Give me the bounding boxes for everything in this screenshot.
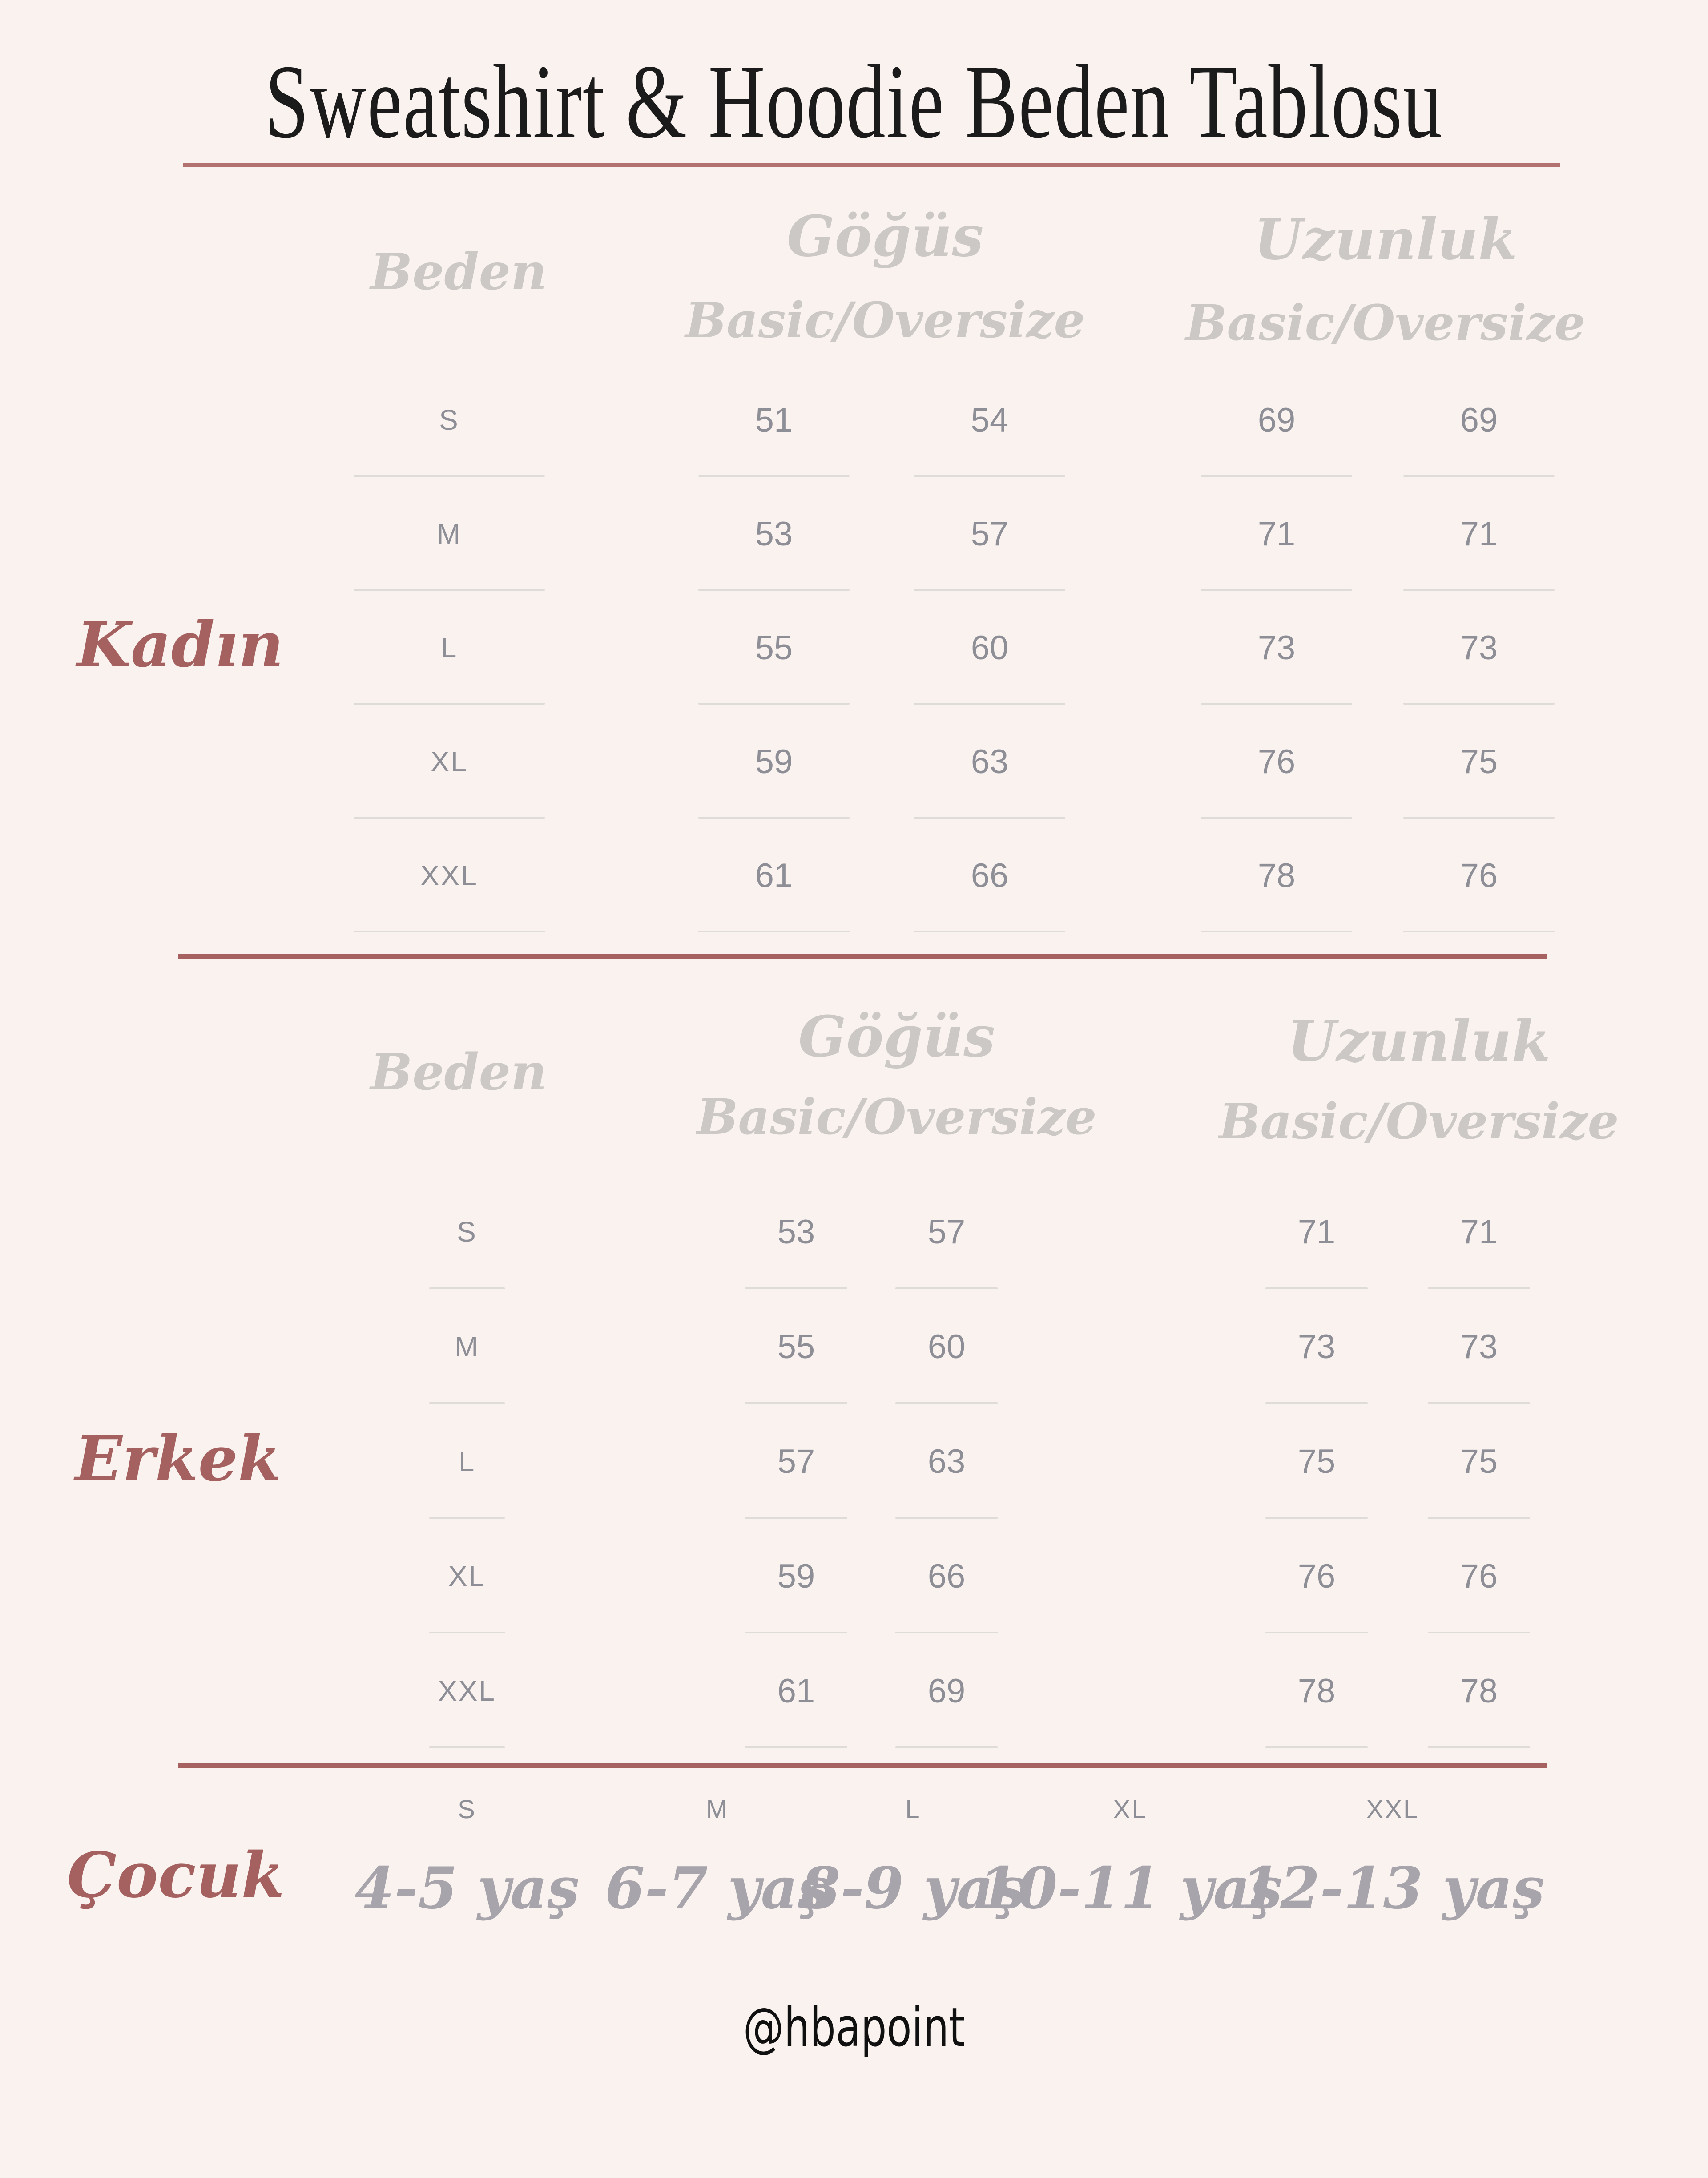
- erkek-header-beden: Beden: [370, 1043, 547, 1101]
- cocuk-size-cell: XL: [1113, 1795, 1148, 1824]
- kadin-gogus-oversize-cell: 54: [874, 363, 1105, 477]
- erkek-gogus-basic-cell: 59: [681, 1519, 912, 1634]
- section-label-kadin: Kadın: [77, 609, 284, 682]
- erkek-uzunluk-oversize-cell: 73: [1363, 1289, 1595, 1404]
- kadin-uzunluk-basic-column: 69 71 73 76 78: [1161, 363, 1392, 932]
- erkek-uzunluk-basic-cell: 78: [1201, 1634, 1432, 1748]
- kadin-uzunluk-basic-cell: 76: [1161, 705, 1392, 819]
- cocuk-age-cell: 8-9 yaş: [801, 1855, 1026, 1922]
- kadin-uzunluk-basic-cell: 69: [1161, 363, 1392, 477]
- erkek-gogus-oversize-column: 57 60 63 66 69: [831, 1174, 1062, 1748]
- erkek-size-cell: XL: [351, 1519, 583, 1634]
- erkek-gogus-basic-column: 53 55 57 59 61: [681, 1174, 912, 1748]
- kadin-header-uzunluk-basic-oversize: Basic/Oversize: [1185, 294, 1586, 351]
- erkek-gogus-oversize-cell: 60: [831, 1289, 1062, 1404]
- cocuk-age-cell: 10-11 yaş: [978, 1855, 1282, 1922]
- kadin-uzunluk-oversize-cell: 76: [1363, 819, 1595, 932]
- kadin-uzunluk-basic-cell: 71: [1161, 477, 1392, 591]
- erkek-uzunluk-basic-cell: 75: [1201, 1404, 1432, 1519]
- erkek-gogus-basic-cell: 55: [681, 1289, 912, 1404]
- section-label-cocuk: Çocuk: [67, 1839, 285, 1912]
- erkek-size-cell: M: [351, 1289, 583, 1404]
- cocuk-age-cell: 6-7 yaş: [605, 1855, 830, 1922]
- kadin-uzunluk-oversize-cell: 75: [1363, 705, 1595, 819]
- erkek-gogus-oversize-cell: 63: [831, 1404, 1062, 1519]
- kadin-size-cell: XXL: [334, 819, 565, 932]
- kadin-erkek-divider: [178, 954, 1547, 959]
- erkek-uzunluk-oversize-cell: 76: [1363, 1519, 1595, 1634]
- kadin-gogus-oversize-column: 54 57 60 63 66: [874, 363, 1105, 932]
- erkek-gogus-basic-cell: 57: [681, 1404, 912, 1519]
- erkek-uzunluk-oversize-cell: 78: [1363, 1634, 1595, 1748]
- cocuk-size-cell: S: [458, 1795, 476, 1824]
- kadin-size-cell: L: [334, 591, 565, 705]
- kadin-gogus-basic-cell: 59: [658, 705, 890, 819]
- erkek-gogus-basic-cell: 61: [681, 1634, 912, 1748]
- kadin-size-cell: M: [334, 477, 565, 591]
- kadin-header-gogus: Göğüs: [786, 203, 984, 269]
- erkek-uzunluk-oversize-cell: 71: [1363, 1174, 1595, 1289]
- kadin-header-beden: Beden: [370, 242, 547, 301]
- kadin-header-gogus-basic-oversize: Basic/Oversize: [685, 291, 1085, 349]
- kadin-uzunluk-oversize-cell: 69: [1363, 363, 1595, 477]
- cocuk-age-cell: 12-13 yaş: [1241, 1855, 1545, 1922]
- erkek-gogus-oversize-cell: 57: [831, 1174, 1062, 1289]
- cocuk-size-cell: XXL: [1366, 1795, 1419, 1824]
- cocuk-age-cell: 4-5 yaş: [354, 1855, 580, 1922]
- cocuk-size-cell: M: [706, 1795, 729, 1824]
- erkek-uzunluk-oversize-column: 71 73 75 76 78: [1363, 1174, 1595, 1748]
- kadin-gogus-oversize-cell: 60: [874, 591, 1105, 705]
- kadin-uzunluk-basic-cell: 78: [1161, 819, 1392, 932]
- kadin-header-uzunluk: Uzunluk: [1254, 206, 1517, 272]
- cocuk-column-xl: XL 10-11 yaş: [978, 1777, 1282, 1935]
- section-label-erkek: Erkek: [75, 1423, 281, 1496]
- erkek-size-cell: S: [351, 1174, 583, 1289]
- cocuk-column-s: S 4-5 yaş: [342, 1777, 592, 1935]
- kadin-uzunluk-oversize-cell: 71: [1363, 477, 1595, 591]
- erkek-uzunluk-basic-cell: 73: [1201, 1289, 1432, 1404]
- page-title: Sweatshirt & Hoodie Beden Tablosu: [265, 43, 1443, 161]
- erkek-uzunluk-basic-cell: 76: [1201, 1519, 1432, 1634]
- cocuk-size-cell: L: [905, 1795, 921, 1824]
- cocuk-column-l: L 8-9 yaş: [789, 1777, 1038, 1935]
- erkek-gogus-oversize-cell: 66: [831, 1519, 1062, 1634]
- footer-handle: @hbapoint: [743, 1996, 965, 2059]
- kadin-size-cell: S: [334, 363, 565, 477]
- erkek-size-cell: L: [351, 1404, 583, 1519]
- erkek-header-gogus: Göğüs: [798, 1004, 995, 1069]
- erkek-header-uzunluk: Uzunluk: [1287, 1008, 1551, 1074]
- kadin-beden-column: S M L XL XXL: [334, 363, 565, 932]
- kadin-gogus-basic-cell: 51: [658, 363, 890, 477]
- kadin-uzunluk-oversize-cell: 73: [1363, 591, 1595, 705]
- kadin-uzunluk-basic-cell: 73: [1161, 591, 1392, 705]
- erkek-gogus-oversize-cell: 69: [831, 1634, 1062, 1748]
- kadin-gogus-basic-cell: 61: [658, 819, 890, 932]
- erkek-header-gogus-basic-oversize: Basic/Oversize: [697, 1088, 1097, 1145]
- erkek-size-cell: XXL: [351, 1634, 583, 1748]
- erkek-gogus-basic-cell: 53: [681, 1174, 912, 1289]
- erkek-uzunluk-basic-column: 71 73 75 76 78: [1201, 1174, 1432, 1748]
- kadin-gogus-basic-cell: 53: [658, 477, 890, 591]
- erkek-uzunluk-oversize-cell: 75: [1363, 1404, 1595, 1519]
- kadin-uzunluk-oversize-column: 69 71 73 75 76: [1363, 363, 1595, 932]
- erkek-beden-column: S M L XL XXL: [351, 1174, 583, 1748]
- cocuk-column-xxl: XXL 12-13 yaş: [1241, 1777, 1544, 1935]
- cocuk-column-m: M 6-7 yaş: [593, 1777, 842, 1935]
- title-divider: [183, 163, 1560, 167]
- kadin-gogus-basic-cell: 55: [658, 591, 890, 705]
- kadin-gogus-oversize-cell: 66: [874, 819, 1105, 932]
- erkek-header-uzunluk-basic-oversize: Basic/Oversize: [1219, 1092, 1619, 1150]
- kadin-size-cell: XL: [334, 705, 565, 819]
- kadin-gogus-oversize-cell: 63: [874, 705, 1105, 819]
- kadin-gogus-basic-column: 51 53 55 59 61: [658, 363, 890, 932]
- erkek-uzunluk-basic-cell: 71: [1201, 1174, 1432, 1289]
- erkek-cocuk-divider: [178, 1763, 1547, 1768]
- kadin-gogus-oversize-cell: 57: [874, 477, 1105, 591]
